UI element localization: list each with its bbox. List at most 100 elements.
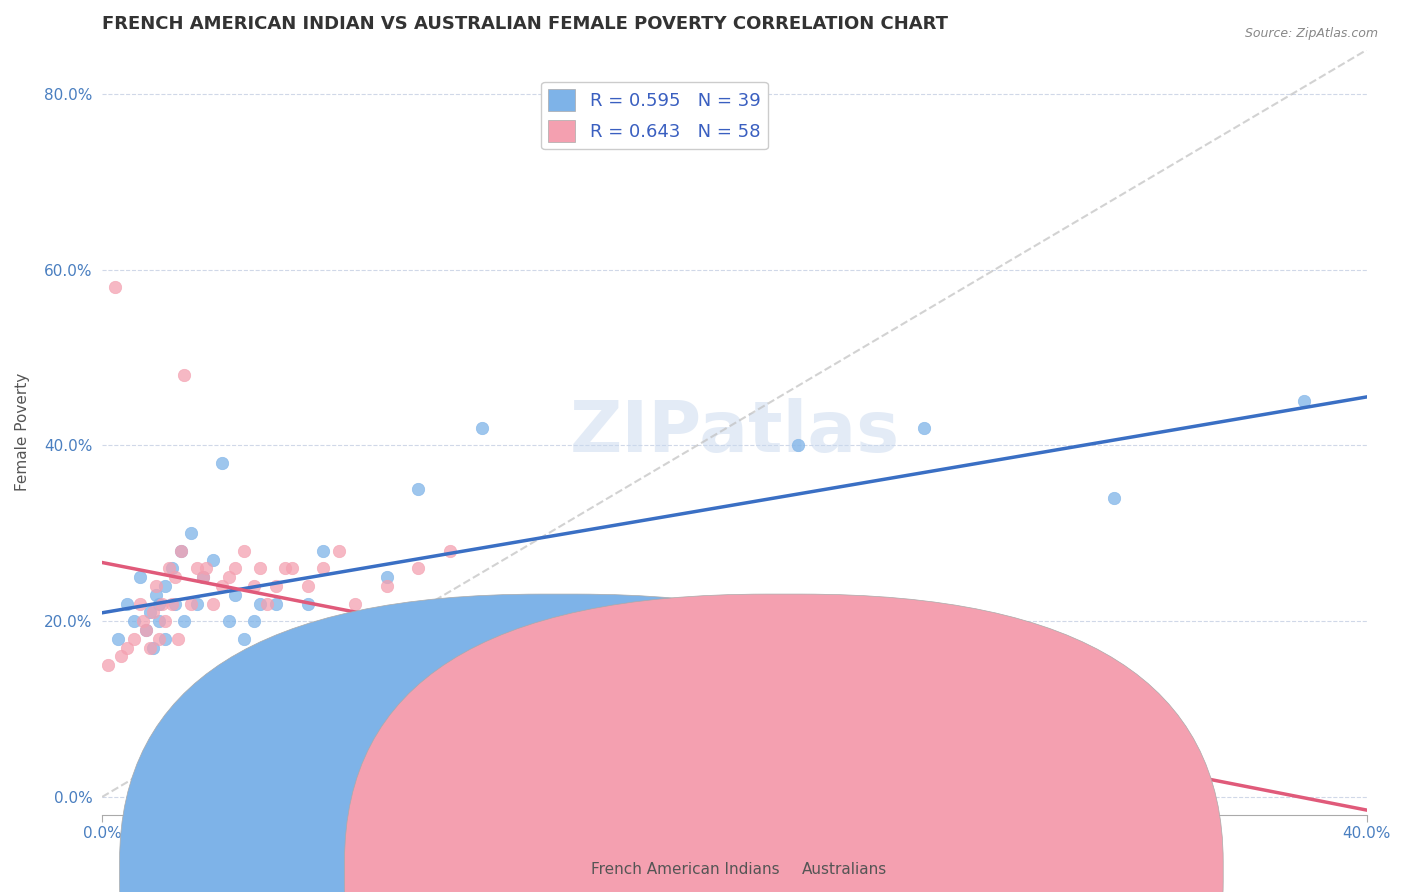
Point [224, 561, 246, 575]
Point [264, 579, 287, 593]
Point [142, 640, 165, 655]
Point [243, 579, 266, 593]
Point [145, 588, 167, 602]
Point [157, 561, 180, 575]
Point [170, 544, 193, 558]
Text: Australians: Australians [801, 863, 887, 877]
Point [243, 614, 266, 628]
Point [107, 632, 129, 646]
Point [470, 597, 492, 611]
Point [596, 666, 619, 681]
Point [408, 483, 430, 497]
Point [193, 570, 215, 584]
Y-axis label: Female Poverty: Female Poverty [15, 373, 30, 491]
Point [533, 632, 555, 646]
Point [502, 614, 524, 628]
Point [97, 658, 120, 673]
Point [264, 597, 287, 611]
Point [150, 597, 173, 611]
Point [912, 421, 935, 435]
Point [218, 570, 240, 584]
Point [1102, 491, 1125, 505]
Point [659, 684, 682, 698]
Text: French American Indians: French American Indians [591, 863, 779, 877]
Point [344, 632, 367, 646]
Point [408, 561, 430, 575]
Point [470, 421, 492, 435]
Point [135, 623, 157, 637]
Point [117, 597, 139, 611]
Point [596, 632, 619, 646]
Point [160, 561, 183, 575]
Point [375, 579, 398, 593]
Point [135, 623, 157, 637]
Text: FRENCH AMERICAN INDIAN VS AUSTRALIAN FEMALE POVERTY CORRELATION CHART: FRENCH AMERICAN INDIAN VS AUSTRALIAN FEM… [103, 15, 948, 33]
Point [167, 632, 190, 646]
Point [104, 280, 127, 294]
Point [249, 561, 271, 575]
Point [755, 702, 778, 716]
Point [122, 614, 145, 628]
Point [375, 570, 398, 584]
Point [117, 640, 139, 655]
Point [129, 597, 152, 611]
Point [249, 597, 271, 611]
Point [723, 702, 745, 716]
Point [110, 649, 132, 664]
Point [148, 632, 170, 646]
Point [145, 579, 167, 593]
Text: ZIPatlas: ZIPatlas [569, 398, 900, 467]
Point [297, 579, 319, 593]
Point [173, 614, 195, 628]
Point [186, 597, 208, 611]
Point [180, 526, 202, 541]
Point [173, 368, 195, 382]
Point [565, 649, 588, 664]
Point [297, 597, 319, 611]
Legend: R = 0.595   N = 39, R = 0.643   N = 58: R = 0.595 N = 39, R = 0.643 N = 58 [541, 82, 768, 149]
Point [233, 632, 256, 646]
Point [628, 666, 651, 681]
Point [129, 570, 152, 584]
Point [312, 544, 335, 558]
Point [281, 632, 304, 646]
Point [138, 640, 160, 655]
Point [122, 632, 145, 646]
Point [344, 597, 367, 611]
Point [224, 588, 246, 602]
Point [882, 737, 904, 751]
Point [132, 614, 155, 628]
Point [818, 702, 841, 716]
Point [945, 737, 967, 751]
Point [155, 614, 177, 628]
Point [211, 579, 233, 593]
Point [201, 597, 224, 611]
Point [148, 597, 170, 611]
Point [256, 597, 278, 611]
Point [193, 570, 215, 584]
Point [155, 579, 177, 593]
Point [201, 552, 224, 566]
Point [170, 544, 193, 558]
Point [1292, 394, 1315, 409]
Point [186, 561, 208, 575]
Point [211, 456, 233, 470]
Point [439, 544, 461, 558]
Point [233, 544, 256, 558]
Point [912, 720, 935, 734]
Point [163, 597, 186, 611]
Point [849, 720, 872, 734]
Point [180, 597, 202, 611]
Point [692, 684, 714, 698]
Point [786, 438, 808, 452]
Point [218, 614, 240, 628]
Point [786, 720, 808, 734]
Point [148, 614, 170, 628]
Point [142, 605, 165, 619]
Point [195, 561, 218, 575]
Point [274, 561, 297, 575]
Point [312, 561, 335, 575]
Point [163, 570, 186, 584]
Point [138, 605, 160, 619]
Point [328, 544, 350, 558]
